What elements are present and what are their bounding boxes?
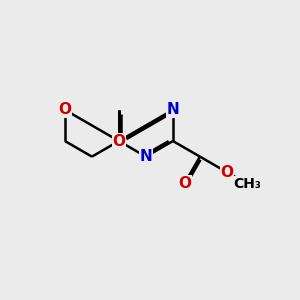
Text: O: O bbox=[58, 102, 71, 117]
Text: O: O bbox=[112, 134, 125, 148]
Text: CH₃: CH₃ bbox=[233, 177, 261, 191]
Text: N: N bbox=[140, 149, 152, 164]
Text: O: O bbox=[178, 176, 191, 191]
Text: N: N bbox=[167, 102, 179, 117]
Text: O: O bbox=[220, 165, 233, 180]
